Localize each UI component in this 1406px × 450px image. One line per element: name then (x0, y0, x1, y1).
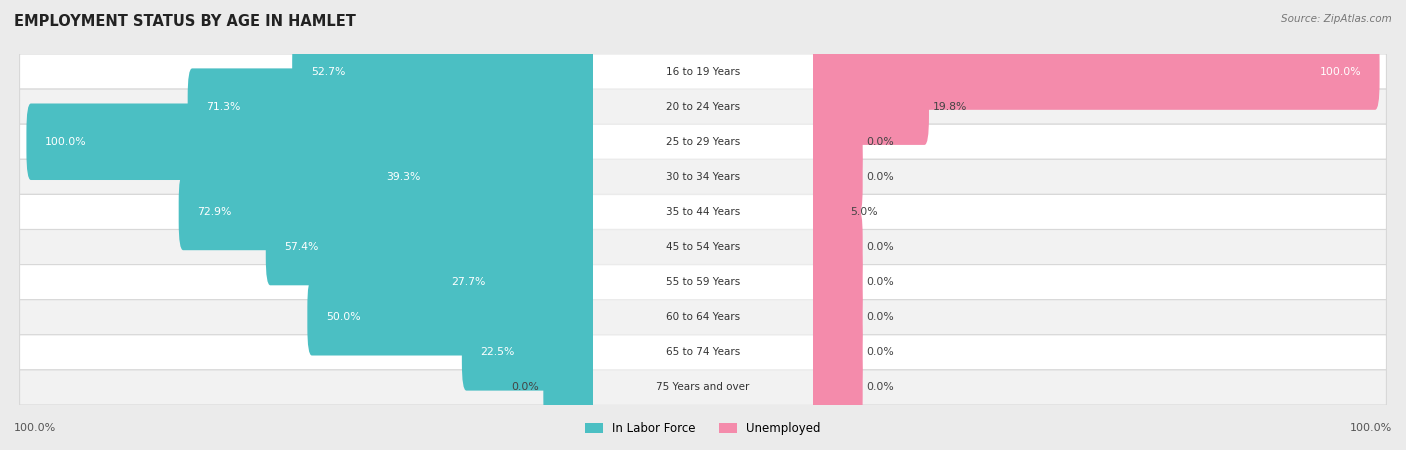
Text: 75 Years and over: 75 Years and over (657, 382, 749, 392)
Text: 100.0%: 100.0% (45, 137, 87, 147)
FancyBboxPatch shape (808, 209, 863, 285)
Text: 0.0%: 0.0% (866, 312, 894, 322)
Text: 57.4%: 57.4% (284, 242, 319, 252)
Text: 16 to 19 Years: 16 to 19 Years (666, 67, 740, 76)
FancyBboxPatch shape (593, 195, 813, 229)
Text: 0.0%: 0.0% (866, 172, 894, 182)
FancyBboxPatch shape (20, 230, 593, 265)
Text: 27.7%: 27.7% (451, 277, 485, 287)
FancyBboxPatch shape (593, 160, 813, 194)
FancyBboxPatch shape (808, 244, 863, 320)
FancyBboxPatch shape (813, 124, 1386, 159)
FancyBboxPatch shape (808, 174, 846, 250)
FancyBboxPatch shape (179, 174, 598, 250)
Text: 50.0%: 50.0% (326, 312, 360, 322)
FancyBboxPatch shape (593, 230, 813, 264)
FancyBboxPatch shape (813, 265, 1386, 300)
FancyBboxPatch shape (593, 125, 813, 158)
FancyBboxPatch shape (20, 124, 593, 159)
Text: 0.0%: 0.0% (866, 382, 894, 392)
FancyBboxPatch shape (543, 349, 598, 426)
Text: 71.3%: 71.3% (207, 102, 240, 112)
Text: 100.0%: 100.0% (1350, 423, 1392, 433)
FancyBboxPatch shape (593, 336, 813, 369)
Text: 19.8%: 19.8% (934, 102, 967, 112)
FancyBboxPatch shape (433, 244, 598, 320)
FancyBboxPatch shape (808, 349, 863, 426)
Text: 100.0%: 100.0% (1319, 67, 1361, 76)
FancyBboxPatch shape (593, 371, 813, 404)
FancyBboxPatch shape (808, 279, 863, 356)
FancyBboxPatch shape (808, 314, 863, 391)
Text: 25 to 29 Years: 25 to 29 Years (666, 137, 740, 147)
FancyBboxPatch shape (367, 139, 598, 215)
Text: 72.9%: 72.9% (197, 207, 232, 217)
Text: 100.0%: 100.0% (14, 423, 56, 433)
Text: 39.3%: 39.3% (387, 172, 420, 182)
FancyBboxPatch shape (187, 68, 598, 145)
FancyBboxPatch shape (292, 33, 598, 110)
FancyBboxPatch shape (813, 230, 1386, 265)
FancyBboxPatch shape (20, 370, 593, 405)
FancyBboxPatch shape (808, 139, 863, 215)
FancyBboxPatch shape (813, 159, 1386, 194)
FancyBboxPatch shape (308, 279, 598, 356)
FancyBboxPatch shape (813, 300, 1386, 335)
Text: 20 to 24 Years: 20 to 24 Years (666, 102, 740, 112)
FancyBboxPatch shape (20, 300, 593, 335)
Text: 55 to 59 Years: 55 to 59 Years (666, 277, 740, 287)
Text: 0.0%: 0.0% (512, 382, 540, 392)
FancyBboxPatch shape (593, 55, 813, 88)
Text: 0.0%: 0.0% (866, 137, 894, 147)
Text: 52.7%: 52.7% (311, 67, 344, 76)
Text: 0.0%: 0.0% (866, 347, 894, 357)
FancyBboxPatch shape (20, 89, 593, 124)
Text: EMPLOYMENT STATUS BY AGE IN HAMLET: EMPLOYMENT STATUS BY AGE IN HAMLET (14, 14, 356, 28)
Text: 5.0%: 5.0% (849, 207, 877, 217)
FancyBboxPatch shape (266, 209, 598, 285)
FancyBboxPatch shape (813, 54, 1386, 89)
FancyBboxPatch shape (808, 33, 1379, 110)
Text: 60 to 64 Years: 60 to 64 Years (666, 312, 740, 322)
Text: 45 to 54 Years: 45 to 54 Years (666, 242, 740, 252)
FancyBboxPatch shape (20, 54, 593, 89)
FancyBboxPatch shape (808, 104, 863, 180)
FancyBboxPatch shape (20, 335, 593, 370)
Text: 0.0%: 0.0% (866, 242, 894, 252)
Text: 65 to 74 Years: 65 to 74 Years (666, 347, 740, 357)
FancyBboxPatch shape (593, 301, 813, 334)
FancyBboxPatch shape (813, 335, 1386, 370)
Text: 22.5%: 22.5% (481, 347, 515, 357)
FancyBboxPatch shape (27, 104, 598, 180)
FancyBboxPatch shape (593, 90, 813, 123)
FancyBboxPatch shape (593, 266, 813, 299)
FancyBboxPatch shape (20, 265, 593, 300)
Text: 35 to 44 Years: 35 to 44 Years (666, 207, 740, 217)
FancyBboxPatch shape (20, 194, 593, 230)
Text: 30 to 34 Years: 30 to 34 Years (666, 172, 740, 182)
FancyBboxPatch shape (813, 194, 1386, 230)
Text: Source: ZipAtlas.com: Source: ZipAtlas.com (1281, 14, 1392, 23)
FancyBboxPatch shape (808, 68, 929, 145)
Legend: In Labor Force, Unemployed: In Labor Force, Unemployed (581, 417, 825, 440)
FancyBboxPatch shape (20, 159, 593, 194)
FancyBboxPatch shape (813, 370, 1386, 405)
FancyBboxPatch shape (813, 89, 1386, 124)
FancyBboxPatch shape (461, 314, 598, 391)
Text: 0.0%: 0.0% (866, 277, 894, 287)
